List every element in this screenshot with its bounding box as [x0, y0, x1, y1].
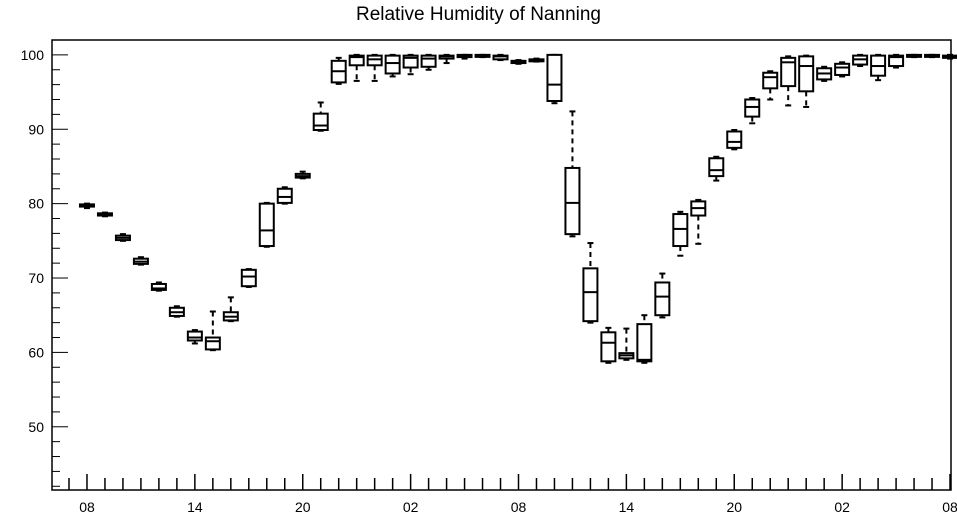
x-tick-label: 08 — [79, 499, 95, 515]
box-hour-47 — [906, 53, 923, 59]
box-hour-30 — [600, 326, 617, 364]
box-iqr — [546, 53, 563, 102]
box-iqr — [312, 112, 329, 131]
y-tick-label: 70 — [28, 270, 44, 286]
x-tick-label: 14 — [619, 499, 635, 515]
box-hour-22 — [456, 53, 473, 60]
box-iqr — [384, 54, 401, 75]
box-hour-1 — [78, 202, 95, 210]
box-iqr — [726, 130, 743, 149]
box-hour-37 — [726, 129, 743, 151]
x-axis: 08 14 20 02 08 14 20 02 08 — [68, 474, 957, 515]
box-hour-28 — [564, 110, 581, 238]
box-hour-48 — [924, 53, 941, 59]
box-hour-40 — [780, 55, 797, 107]
plot-frame — [51, 39, 952, 491]
box-hour-19 — [402, 53, 419, 76]
box-hour-7 — [186, 329, 203, 345]
box-hour-16 — [348, 53, 365, 82]
x-tick-label: 02 — [834, 499, 850, 515]
box-hour-6 — [168, 305, 185, 318]
box-iqr — [834, 62, 851, 76]
box-hour-10 — [240, 268, 257, 288]
box-iqr — [348, 54, 365, 67]
box-iqr — [888, 54, 905, 68]
box-hour-25 — [510, 59, 527, 65]
box-iqr — [258, 202, 275, 248]
box-hour-27 — [546, 53, 563, 105]
box-iqr — [672, 213, 689, 248]
box-iqr — [582, 267, 599, 323]
box-hour-29 — [582, 242, 599, 324]
box-hour-45 — [870, 53, 887, 82]
box-iqr — [798, 55, 815, 93]
box-hour-15 — [330, 56, 347, 85]
y-tick-label: 90 — [28, 121, 44, 137]
box-iqr — [402, 54, 419, 69]
box-series — [78, 53, 957, 364]
box-hour-44 — [852, 53, 869, 68]
y-tick-label: 80 — [28, 196, 44, 212]
box-hour-17 — [366, 53, 383, 82]
x-tick-label: 02 — [403, 499, 419, 515]
box-hour-38 — [744, 97, 761, 125]
y-axis: 50 60 70 80 90 100 — [21, 39, 68, 487]
x-tick-label: 08 — [942, 499, 957, 515]
box-iqr — [600, 331, 617, 363]
box-iqr — [654, 281, 671, 317]
box-hour-11 — [258, 201, 275, 248]
box-hour-32 — [636, 314, 653, 364]
box-hour-9 — [222, 296, 239, 323]
box-iqr — [240, 268, 257, 288]
box-hour-34 — [672, 210, 689, 257]
box-iqr — [186, 330, 203, 342]
box-iqr — [708, 157, 725, 178]
box-iqr — [204, 336, 221, 351]
box-hour-2 — [96, 211, 113, 218]
box-iqr — [744, 98, 761, 118]
x-tick-label: 08 — [511, 499, 527, 515]
x-tick-label: 20 — [726, 499, 742, 515]
chart-title: Relative Humidity of Nanning — [355, 4, 601, 25]
box-hour-23 — [474, 53, 491, 59]
box-hour-24 — [492, 53, 509, 62]
box-hour-5 — [150, 281, 167, 292]
box-hour-43 — [834, 61, 851, 78]
box-iqr — [780, 56, 797, 88]
box-iqr — [420, 54, 437, 68]
box-iqr — [150, 282, 167, 291]
box-hour-31 — [618, 327, 635, 361]
box-hour-13 — [294, 170, 311, 180]
box-hour-20 — [420, 53, 437, 71]
box-hour-42 — [816, 65, 833, 82]
box-iqr — [276, 187, 293, 204]
box-hour-33 — [654, 272, 671, 319]
box-hour-41 — [798, 54, 815, 108]
box-hour-12 — [276, 186, 293, 205]
box-hour-3 — [114, 233, 131, 242]
box-hour-8 — [204, 310, 221, 352]
box-iqr — [564, 166, 581, 236]
box-hour-21 — [438, 53, 455, 65]
box-hour-36 — [708, 155, 725, 182]
box-hour-46 — [888, 53, 905, 69]
box-hour-35 — [690, 198, 707, 245]
box-hour-39 — [762, 70, 779, 101]
y-tick-label: 100 — [21, 47, 45, 63]
x-tick-label: 20 — [295, 499, 311, 515]
box-hour-4 — [132, 256, 149, 266]
box-hour-14 — [312, 101, 329, 132]
box-hour-49 — [942, 53, 957, 60]
x-tick-label: 14 — [187, 499, 203, 515]
box-iqr — [636, 323, 653, 363]
box-hour-18 — [384, 53, 401, 78]
y-tick-label: 60 — [28, 344, 44, 360]
box-iqr — [762, 71, 779, 90]
box-iqr — [366, 54, 383, 67]
box-hour-26 — [528, 57, 545, 63]
y-tick-label: 50 — [28, 419, 44, 435]
